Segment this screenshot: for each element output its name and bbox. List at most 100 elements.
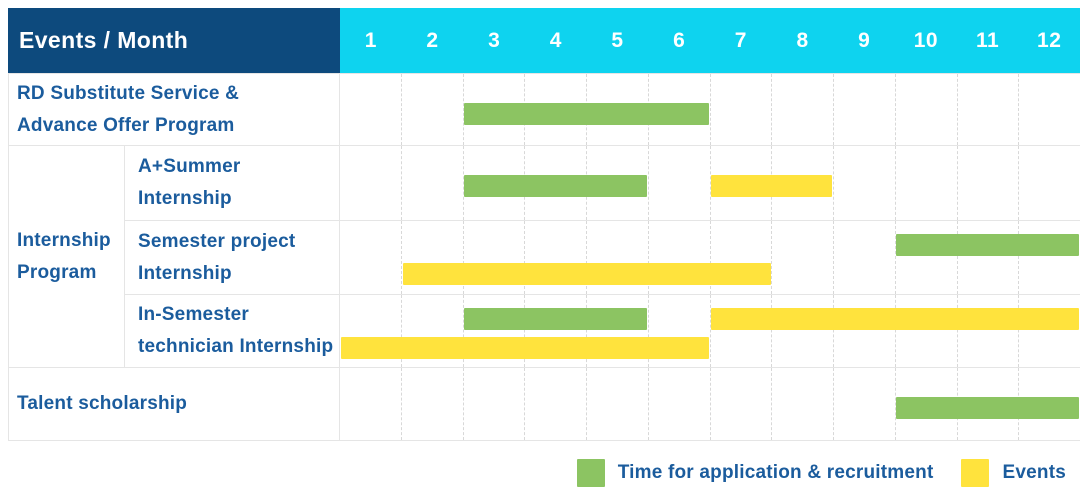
row-timeline [340, 295, 1080, 367]
gantt-bar-yellow [711, 308, 1079, 330]
month-gridcell [956, 146, 1019, 220]
month-gridcell [340, 368, 401, 440]
month-header-row: 1 2 3 4 5 6 7 8 9 10 11 12 [340, 8, 1080, 73]
row-label-line: Talent scholarship [17, 393, 188, 414]
month-gridcell [524, 221, 586, 294]
month-header-cell: 9 [858, 28, 871, 52]
row-label: In-Semester technician Internship [125, 295, 340, 367]
month-gridcell [462, 146, 525, 220]
gantt-table: Events / Month 1 2 3 4 5 6 7 8 9 10 11 12 RD Substi… [8, 8, 1080, 441]
month-gridcell [833, 221, 895, 294]
month-gridcell [586, 221, 648, 294]
legend-label-application: Time for application & recruitment [617, 462, 934, 483]
row-timeline [340, 146, 1080, 220]
month-header-cell: 7 [734, 28, 747, 52]
group-subrows: A+Summer Internship Semester project Intern… [125, 146, 1080, 367]
month-gridcell [524, 295, 586, 367]
month-header-cell: 12 [1037, 28, 1062, 52]
month-header-cell: 10 [913, 28, 939, 52]
month-gridcell [956, 295, 1019, 367]
row-label-line: Internship [17, 229, 111, 251]
month-gridcell [1018, 74, 1080, 145]
gantt-bar-green [464, 103, 709, 125]
row-label-line: Semester project [138, 230, 296, 252]
month-gridcell [400, 74, 463, 145]
event-row: Semester project Internship [125, 220, 1080, 294]
row-timeline [340, 368, 1080, 440]
month-gridcell [771, 295, 833, 367]
legend-label-events: Events [1002, 462, 1066, 483]
event-row: Talent scholarship [9, 367, 1080, 440]
row-label-line: Internship [138, 262, 232, 284]
month-gridcell [894, 368, 957, 440]
gantt-bar-green [896, 234, 1079, 256]
month-gridcell [340, 146, 401, 220]
gantt-bar-green [896, 397, 1079, 419]
row-label: A+Summer Internship [125, 146, 340, 220]
month-gridcell [462, 295, 525, 367]
month-gridcell [771, 74, 833, 145]
month-gridcell [462, 221, 525, 294]
month-gridcell [586, 368, 648, 440]
month-gridcell [771, 368, 833, 440]
legend-swatch-green-icon [576, 459, 605, 487]
gantt-bar-green [464, 175, 648, 197]
month-gridcell [709, 295, 772, 367]
event-row: In-Semester technician Internship [125, 294, 1080, 367]
month-gridcell [462, 368, 525, 440]
month-gridcell [709, 146, 772, 220]
table-header-row: Events / Month 1 2 3 4 5 6 7 8 9 10 11 12 [8, 8, 1080, 73]
month-gridcell [340, 74, 401, 145]
month-gridcell [647, 146, 710, 220]
month-gridcell [400, 221, 463, 294]
month-gridcell [833, 295, 895, 367]
header-events-month: Events / Month [8, 8, 340, 73]
month-gridcell [894, 295, 957, 367]
row-label-line: Advance Offer Program [17, 114, 235, 136]
month-gridcell [586, 295, 648, 367]
month-gridcell [956, 74, 1019, 145]
month-gridcell [340, 221, 401, 294]
gantt-bar-green [464, 308, 648, 330]
month-header-cell: 3 [488, 28, 501, 52]
month-gridcell [709, 74, 772, 145]
month-gridcell [524, 368, 586, 440]
month-header-cell: 2 [426, 28, 439, 52]
month-gridcell [462, 74, 525, 145]
month-gridcell [833, 368, 895, 440]
row-label: Talent scholarship [9, 368, 340, 440]
legend-item-application: Time for application & recruitment [576, 459, 934, 487]
legend-item-events: Events [961, 459, 1066, 487]
month-gridcell [400, 146, 463, 220]
gantt-body: RD Substitute Service & Advance Offer Pro… [8, 73, 1080, 440]
internship-program-group: Internship Program A+Summer Internship Semes… [9, 145, 1080, 367]
month-header-cell: 1 [364, 28, 377, 52]
month-gridcell [647, 295, 710, 367]
event-row: A+Summer Internship [125, 146, 1080, 220]
month-header-cell: 6 [673, 28, 686, 52]
event-row: RD Substitute Service & Advance Offer Pro… [9, 73, 1080, 145]
month-header-cell: 4 [549, 28, 562, 52]
row-label-line: In-Semester [138, 304, 249, 325]
month-gridcell [894, 146, 957, 220]
month-gridcell [833, 74, 895, 145]
row-label-line: RD Substitute Service & [17, 82, 240, 104]
gantt-bar-yellow [711, 175, 833, 197]
month-gridcell [1018, 295, 1080, 367]
month-gridcell [1018, 221, 1080, 294]
month-header-cell: 5 [611, 28, 624, 52]
row-label: RD Substitute Service & Advance Offer Pro… [9, 74, 340, 145]
row-label: Semester project Internship [125, 221, 340, 294]
row-label-line: Internship [138, 188, 232, 209]
gantt-bar-yellow [402, 263, 771, 285]
group-label-internship-program: Internship Program [9, 146, 125, 367]
legend: Time for application & recruitment Event… [576, 459, 1066, 487]
legend-swatch-yellow-icon [961, 459, 990, 487]
row-label-line: Program [17, 261, 97, 283]
row-timeline [340, 74, 1080, 145]
month-gridcell [894, 74, 957, 145]
month-gridcell [956, 221, 1019, 294]
gantt-bar-yellow [341, 337, 709, 359]
month-header-cell: 8 [796, 28, 809, 52]
month-gridcell [709, 221, 772, 294]
